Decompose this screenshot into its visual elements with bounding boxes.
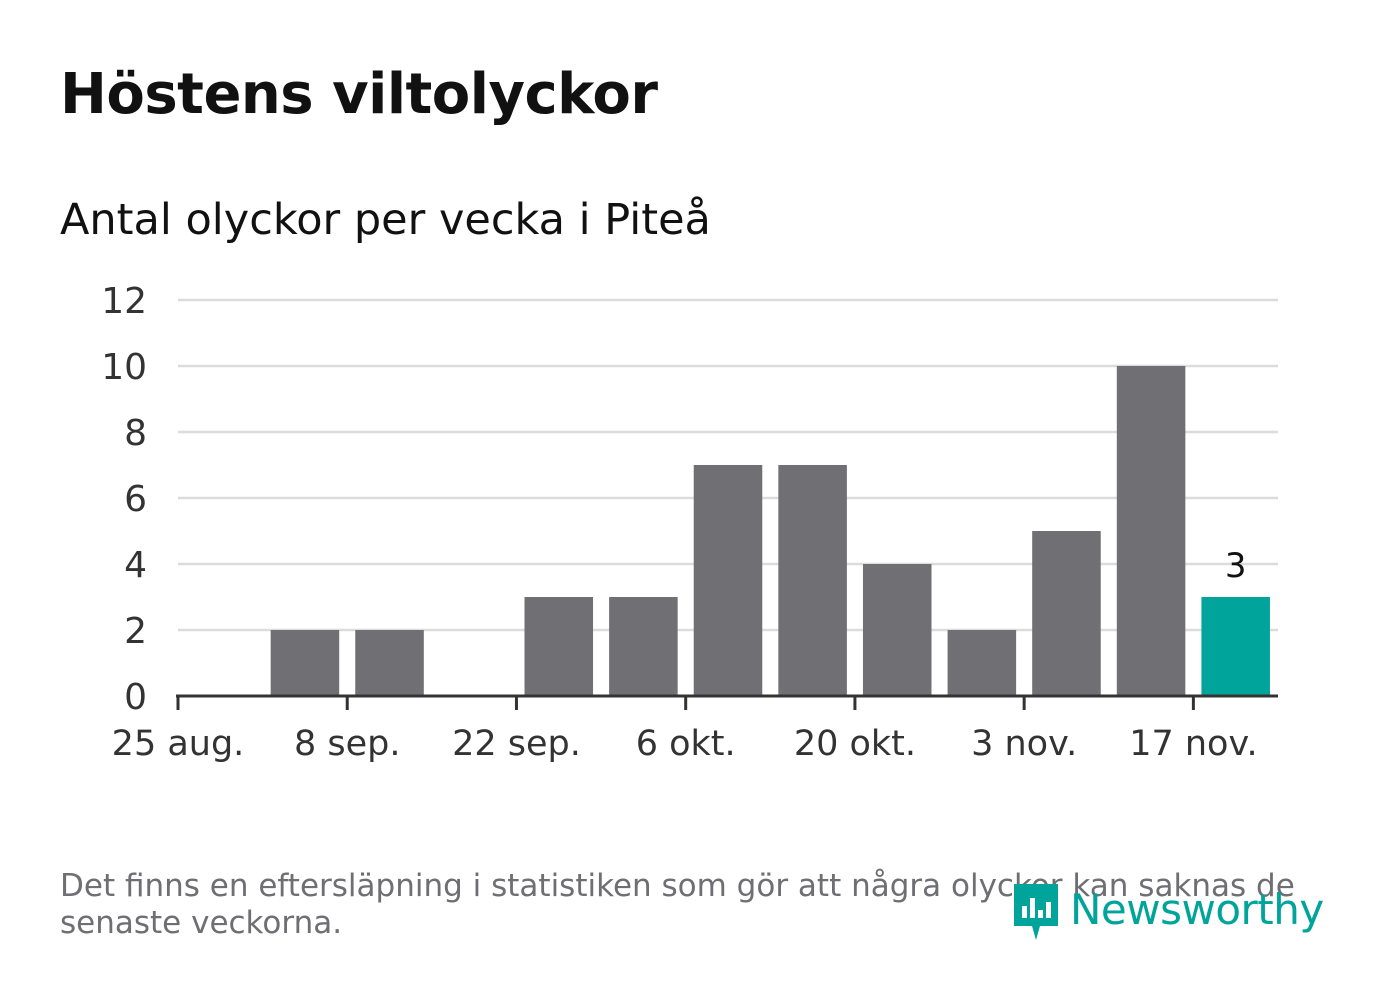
- x-tick-label: 17 nov.: [1129, 724, 1257, 764]
- bar: [1032, 531, 1101, 696]
- y-tick-label: 12: [101, 281, 147, 322]
- bar: [270, 630, 340, 696]
- bar: [1116, 366, 1186, 696]
- bar: [524, 597, 594, 696]
- x-tick-label: 8 sep.: [294, 724, 401, 764]
- y-tick-label: 6: [124, 479, 147, 520]
- x-tick-label: 22 sep.: [452, 724, 581, 764]
- newsworthy-logo-text: Newsworthy: [1070, 884, 1324, 934]
- y-tick-label: 8: [124, 413, 147, 454]
- x-tick-label: 20 okt.: [794, 724, 916, 764]
- chart-subtitle: Antal olyckor per vecka i Piteå: [60, 195, 711, 245]
- chart-title: Höstens viltolyckor: [60, 62, 658, 127]
- y-tick-label: 2: [124, 611, 147, 652]
- y-tick-label: 10: [101, 347, 147, 388]
- bar: [778, 465, 847, 696]
- x-tick-label: 6 okt.: [636, 724, 736, 764]
- bar: [862, 564, 932, 696]
- bar: [355, 630, 424, 696]
- newsworthy-logo-icon: [1014, 884, 1058, 940]
- bar: [609, 597, 678, 696]
- bar: [947, 630, 1017, 696]
- data-label: 3: [1225, 546, 1247, 586]
- footnote: Det finns en eftersläpning i statistiken…: [60, 868, 1295, 941]
- x-tick-label: 3 nov.: [971, 724, 1077, 764]
- x-tick-label: 25 aug.: [112, 724, 245, 764]
- newsworthy-logo: Newsworthy: [1010, 876, 1324, 942]
- bar: [693, 465, 763, 696]
- y-tick-label: 0: [124, 677, 147, 718]
- y-tick-label: 4: [124, 545, 147, 586]
- bar-highlight: [1201, 597, 1270, 696]
